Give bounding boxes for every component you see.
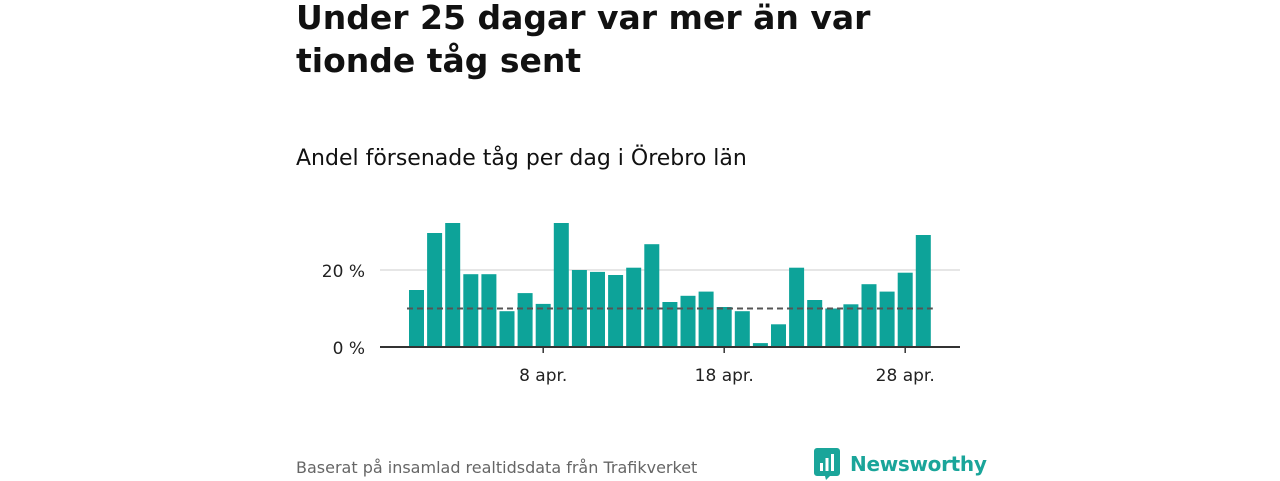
bar bbox=[608, 275, 624, 347]
bar bbox=[481, 274, 497, 347]
bar bbox=[734, 311, 750, 347]
bar bbox=[789, 267, 805, 347]
bar bbox=[861, 284, 877, 347]
bar bbox=[626, 267, 642, 347]
bar bbox=[716, 307, 732, 347]
bar bbox=[463, 274, 479, 347]
bar bbox=[445, 223, 461, 347]
bar bbox=[771, 324, 786, 347]
bar bbox=[897, 272, 913, 347]
bar bbox=[879, 291, 895, 347]
brand-name: Newsworthy bbox=[850, 452, 987, 476]
bar bbox=[409, 290, 424, 347]
bar bbox=[662, 302, 678, 347]
bar-chart: 0 % 20 % 8 apr. 18 apr. 28 apr. bbox=[322, 223, 960, 386]
bar bbox=[427, 233, 443, 347]
brand-logo[interactable]: Newsworthy bbox=[814, 447, 987, 481]
bar bbox=[644, 244, 660, 347]
bar bbox=[915, 235, 931, 347]
bar bbox=[499, 311, 515, 347]
bar bbox=[843, 304, 859, 347]
source-note: Baserat på insamlad realtidsdata från Tr… bbox=[296, 458, 698, 477]
bar bbox=[517, 293, 533, 347]
bar bbox=[807, 300, 823, 347]
y-tick-label: 0 % bbox=[333, 339, 365, 359]
chart-title: Under 25 dagar var mer än var tionde tåg… bbox=[296, 0, 871, 80]
bar bbox=[825, 308, 841, 347]
chart-subtitle: Andel försenade tåg per dag i Örebro län bbox=[296, 146, 747, 171]
x-tick-label: 8 apr. bbox=[519, 366, 567, 386]
newsworthy-logo-icon bbox=[814, 448, 840, 480]
bar bbox=[553, 223, 569, 347]
y-tick-label: 20 % bbox=[322, 262, 365, 282]
bar bbox=[535, 303, 551, 347]
x-tick-label: 18 apr. bbox=[695, 366, 754, 386]
axis-layer: 0 % 20 % 8 apr. 18 apr. 28 apr. bbox=[322, 262, 960, 386]
bar bbox=[680, 295, 696, 347]
bar bbox=[698, 291, 714, 347]
x-tick-label: 28 apr. bbox=[876, 366, 935, 386]
bar bbox=[752, 343, 768, 347]
bar-layer bbox=[409, 223, 931, 347]
